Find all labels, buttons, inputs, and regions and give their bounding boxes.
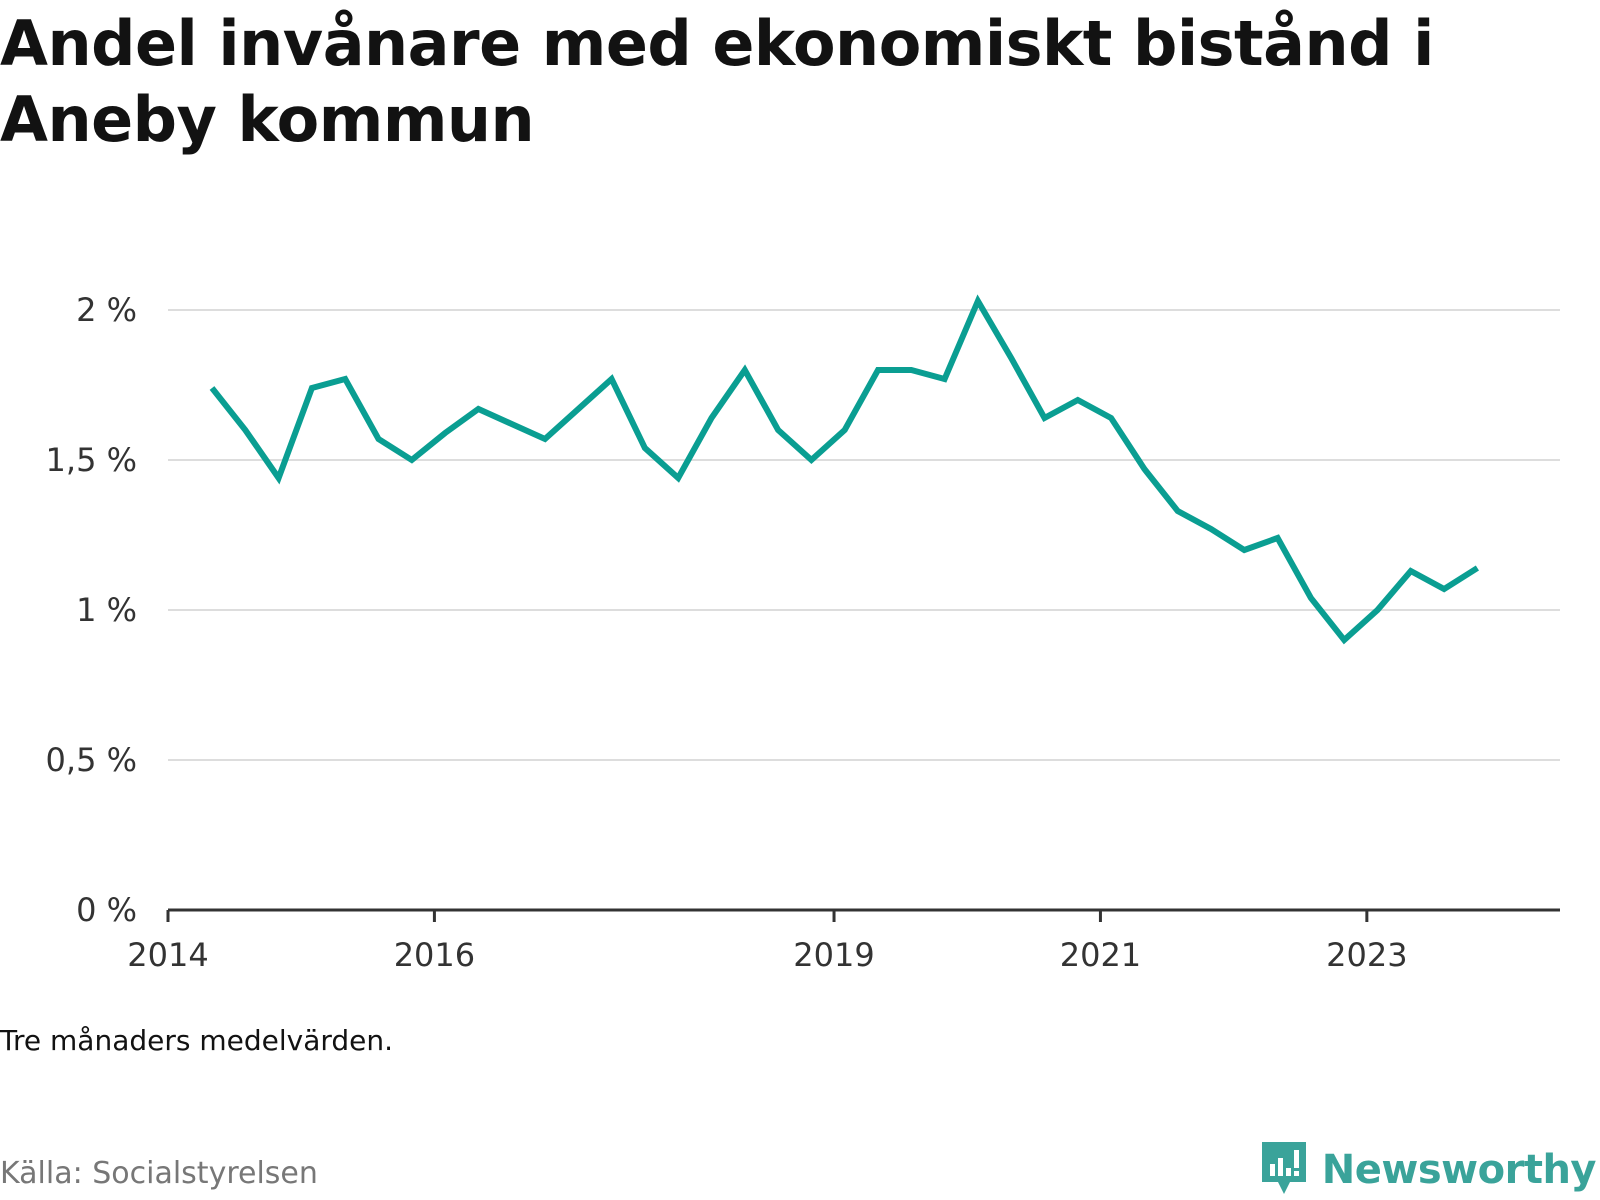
data-line xyxy=(209,294,1480,645)
data-point xyxy=(1474,565,1480,571)
x-tick-label: 2019 xyxy=(793,936,874,974)
data-point xyxy=(209,385,215,391)
y-axis: 0 % 0,5 % 1 % 1,5 % 2 % xyxy=(46,291,137,929)
data-point xyxy=(1008,355,1014,361)
data-point xyxy=(1208,526,1214,532)
bar-chart-speech-icon xyxy=(1260,1140,1308,1200)
data-point xyxy=(1108,415,1114,421)
y-tick-label: 0 % xyxy=(76,891,137,929)
data-point xyxy=(708,415,714,421)
chart-title: Andel invånare med ekonomiskt bistånd i … xyxy=(0,7,1434,156)
data-point xyxy=(1441,586,1447,592)
y-tick-label: 0,5 % xyxy=(46,741,137,779)
data-point xyxy=(1141,466,1147,472)
data-point xyxy=(1175,508,1181,514)
data-point xyxy=(375,436,381,442)
x-tick-label: 2021 xyxy=(1060,936,1141,974)
data-point xyxy=(542,436,548,442)
x-tick-label: 2014 xyxy=(127,936,208,974)
x-axis: 2014 2016 2019 2021 2023 xyxy=(127,908,1560,974)
data-point xyxy=(1408,568,1414,574)
data-point xyxy=(1375,607,1381,613)
data-point xyxy=(975,298,981,304)
x-tick-label: 2023 xyxy=(1326,936,1407,974)
x-tick-label: 2016 xyxy=(394,936,475,974)
data-point xyxy=(242,427,248,433)
y-tick-label: 1 % xyxy=(76,591,137,629)
data-point xyxy=(409,457,415,463)
data-point xyxy=(309,385,315,391)
y-tick-label: 1,5 % xyxy=(46,441,137,479)
data-point xyxy=(509,421,515,427)
data-point xyxy=(908,367,914,373)
source-label: Källa: Socialstyrelsen xyxy=(0,1156,318,1191)
data-point xyxy=(1075,397,1081,403)
data-point xyxy=(1241,547,1247,553)
data-point xyxy=(875,367,881,373)
data-point xyxy=(276,475,282,481)
line-chart: 0 % 0,5 % 1 % 1,5 % 2 % 2014 2016 2019 2021 2023 xyxy=(46,291,1560,974)
data-point xyxy=(475,406,481,412)
brand-name: Newsworthy xyxy=(1321,1147,1597,1193)
data-point xyxy=(1341,637,1347,643)
data-point xyxy=(442,430,448,436)
data-point xyxy=(742,367,748,373)
data-point xyxy=(1308,595,1314,601)
chart-note: Tre månaders medelvärden. xyxy=(0,1024,394,1057)
data-point xyxy=(575,406,581,412)
brand-logo: Newsworthy xyxy=(1260,1140,1597,1200)
data-point xyxy=(1041,415,1047,421)
data-point xyxy=(675,475,681,481)
data-point xyxy=(1275,535,1281,541)
data-point xyxy=(775,427,781,433)
plot-area xyxy=(209,294,1480,645)
data-point xyxy=(642,445,648,451)
y-tick-label: 2 % xyxy=(76,291,137,329)
data-point xyxy=(808,457,814,463)
grid-lines xyxy=(168,309,1560,761)
data-point xyxy=(842,427,848,433)
data-point xyxy=(342,376,348,382)
data-point xyxy=(609,376,615,382)
data-point xyxy=(942,376,948,382)
